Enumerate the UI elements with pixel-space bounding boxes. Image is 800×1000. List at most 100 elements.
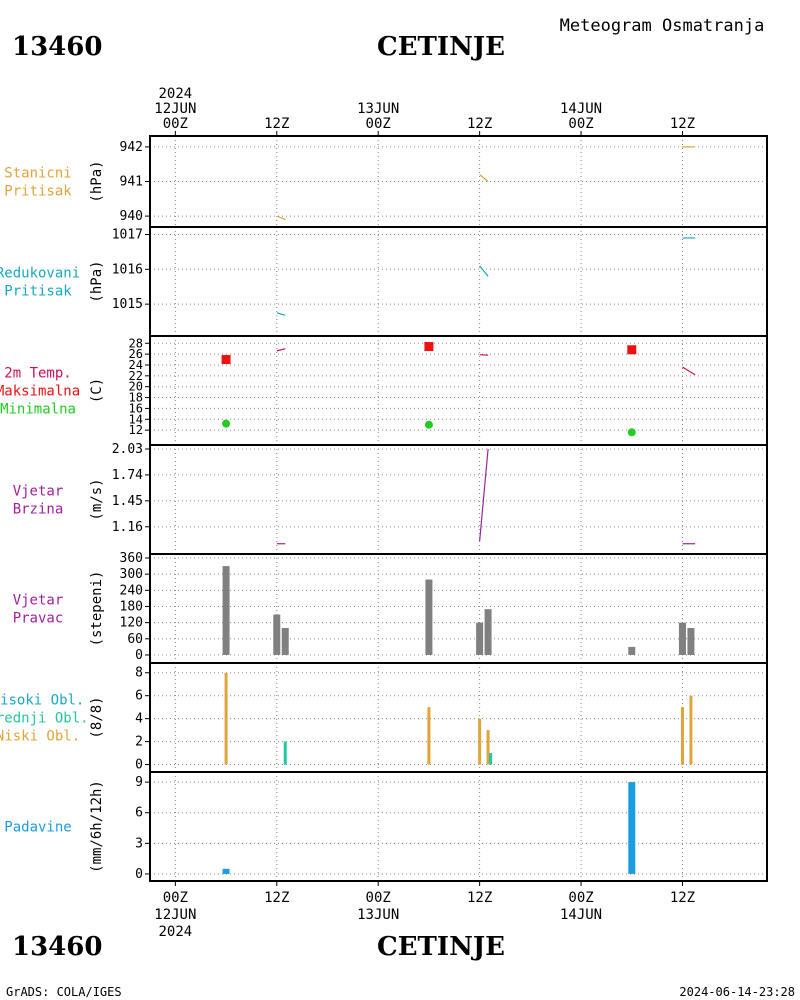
ytick-label: 940 bbox=[120, 209, 143, 224]
ytick-label: 26 bbox=[129, 347, 143, 361]
y-axis-label: (C) bbox=[89, 378, 105, 403]
bar bbox=[678, 622, 686, 655]
panel-stanicni: 940 941 942 (hPa) Stanicni Pritisak bbox=[4, 135, 768, 228]
ytick-label: 28 bbox=[129, 336, 143, 350]
series-line bbox=[276, 215, 286, 221]
bottom-time-label: 2024 bbox=[158, 924, 192, 940]
ytick-label: 942 bbox=[120, 140, 143, 155]
bottom-time-label: 12JUN bbox=[154, 907, 196, 923]
bar bbox=[628, 646, 636, 655]
ytick-label: 240 bbox=[120, 583, 143, 598]
min-temp-marker bbox=[627, 428, 636, 437]
bar bbox=[476, 622, 484, 655]
bar bbox=[489, 753, 493, 765]
ytick-label: 300 bbox=[120, 567, 143, 582]
bar bbox=[427, 707, 431, 765]
min-temp-marker bbox=[424, 420, 433, 429]
panel-label: Visoki Obl. bbox=[0, 693, 84, 709]
ytick-label: 6 bbox=[135, 689, 143, 704]
ytick-label: 1017 bbox=[112, 227, 143, 242]
ytick-label: 941 bbox=[120, 175, 143, 190]
ytick-label: 0 bbox=[135, 648, 143, 663]
ytick-label: 1.16 bbox=[112, 520, 143, 535]
panel-label: Minimalna bbox=[0, 402, 76, 418]
ytick-label: 180 bbox=[120, 599, 143, 614]
y-axis-label: (m/s) bbox=[89, 478, 105, 520]
top-time-label: 12Z bbox=[264, 116, 289, 132]
panel-label: Pritisak bbox=[4, 284, 72, 300]
series-line bbox=[276, 348, 286, 352]
panel-label: Pritisak bbox=[4, 184, 72, 200]
ytick-label: 20 bbox=[129, 380, 143, 394]
y-axis-label: (8/8) bbox=[89, 696, 105, 738]
panel-label: Niski Obl. bbox=[0, 729, 80, 745]
ytick-label: 9 bbox=[135, 775, 143, 790]
top-time-label: 12Z bbox=[467, 116, 492, 132]
bar bbox=[222, 868, 230, 874]
min-temp-marker bbox=[222, 419, 231, 428]
top-time-label: 13JUN bbox=[357, 101, 399, 117]
max-temp-marker bbox=[221, 355, 231, 365]
ytick-label: 2 bbox=[135, 735, 143, 750]
panel-label: Stanicni bbox=[4, 166, 71, 182]
ytick-label: 24 bbox=[129, 358, 143, 372]
top-time-label: 14JUN bbox=[560, 101, 602, 117]
y-axis-label: (mm/6h/12h) bbox=[89, 780, 105, 873]
bar bbox=[687, 628, 695, 655]
series-line bbox=[682, 366, 696, 376]
panel-frame bbox=[149, 662, 768, 773]
bottom-time-label: 00Z bbox=[568, 890, 593, 906]
panel-frame bbox=[149, 335, 768, 446]
panel-label: Pravac bbox=[13, 611, 64, 627]
ytick-label: 4 bbox=[135, 712, 143, 727]
panel-label: Vjetar bbox=[13, 593, 64, 609]
panel-label: 2m Temp. bbox=[4, 366, 71, 382]
series-line bbox=[276, 312, 286, 316]
panel-padavine: 0 3 6 9 (mm/6h/12h) Padavine bbox=[4, 771, 768, 882]
bar bbox=[628, 782, 636, 874]
series-line bbox=[479, 265, 489, 277]
y-axis-label: (hPa) bbox=[89, 160, 105, 202]
top-time-label: 12JUN bbox=[154, 101, 196, 117]
ytick-label: 0 bbox=[135, 758, 143, 773]
ytick-label: 2.03 bbox=[112, 442, 143, 457]
series-line bbox=[479, 448, 489, 542]
ytick-label: 3 bbox=[135, 836, 143, 851]
ytick-label: 1016 bbox=[112, 262, 143, 277]
bar bbox=[222, 566, 230, 655]
ytick-label: 12 bbox=[129, 423, 143, 437]
top-time-label: 12Z bbox=[670, 116, 695, 132]
bar bbox=[281, 628, 289, 655]
station-id-top: 13460 bbox=[12, 32, 102, 62]
bottom-time-label: 12Z bbox=[467, 890, 492, 906]
top-time-label: 2024 bbox=[158, 86, 192, 102]
bar bbox=[689, 695, 693, 765]
panel-frame bbox=[149, 226, 768, 337]
bottom-time-label: 14JUN bbox=[560, 907, 602, 923]
station-name-top: CETINJE bbox=[377, 32, 505, 62]
bottom-time-label: 13JUN bbox=[357, 907, 399, 923]
bottom-time-label: 00Z bbox=[366, 890, 391, 906]
bottom-time-label: 12Z bbox=[264, 890, 289, 906]
ytick-label: 120 bbox=[120, 616, 143, 631]
max-temp-marker bbox=[424, 342, 434, 352]
panel-redukovani: 1015 1016 1017 (hPa) Redukovani Pritisak bbox=[0, 226, 768, 337]
station-name-bottom: CETINJE bbox=[377, 932, 505, 962]
panel-label: Maksimalna bbox=[0, 384, 80, 400]
bar bbox=[283, 741, 287, 765]
ytick-label: 22 bbox=[129, 369, 143, 383]
panel-frame bbox=[149, 553, 768, 664]
top-time-label: 00Z bbox=[163, 116, 188, 132]
ytick-label: 18 bbox=[129, 391, 143, 405]
bar bbox=[273, 614, 281, 655]
bar bbox=[680, 707, 684, 765]
ytick-label: 8 bbox=[135, 666, 143, 681]
bar bbox=[478, 718, 482, 765]
y-axis-label: (hPa) bbox=[89, 260, 105, 302]
credit: GrADS: COLA/IGES bbox=[6, 985, 122, 999]
bottom-time-label: 12Z bbox=[670, 890, 695, 906]
ytick-label: 6 bbox=[135, 806, 143, 821]
